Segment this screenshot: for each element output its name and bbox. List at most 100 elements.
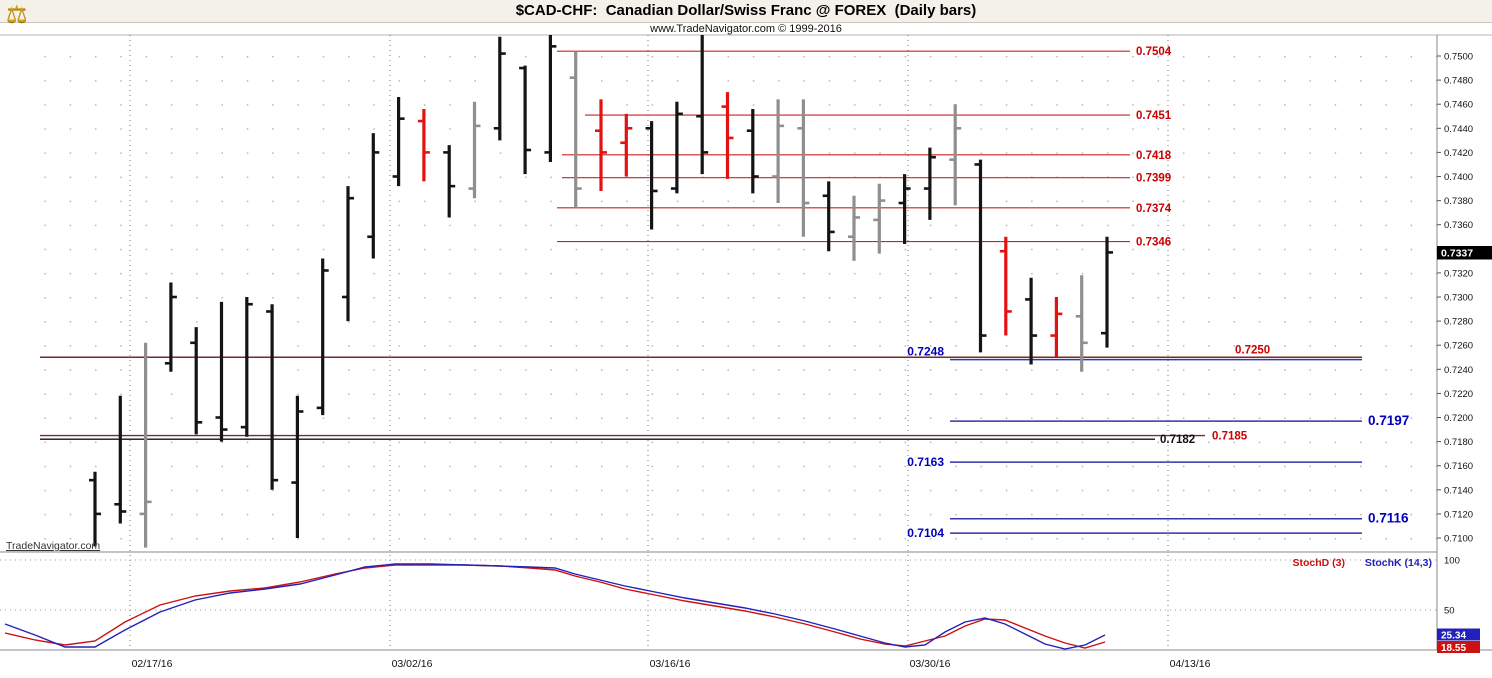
date-tick-label: 02/17/16 (132, 658, 173, 670)
date-tick-label: 03/02/16 (392, 658, 433, 670)
price-tick-label: 0.7200 (1444, 413, 1473, 424)
level-label: 0.7250 (1235, 344, 1270, 356)
level-label: 0.7504 (1136, 46, 1172, 58)
ohlc-bar (974, 159, 987, 353)
stochk-value: 25.34 (1441, 631, 1466, 642)
price-tick-label: 0.7120 (1444, 509, 1473, 520)
ohlc-bar (392, 96, 405, 187)
stochk-value-badge (1437, 628, 1480, 641)
price-tick-label: 0.7100 (1444, 534, 1473, 545)
price-tick-label: 0.7460 (1444, 100, 1473, 111)
dot-grid (40, 35, 1437, 552)
ohlc-bar (721, 92, 734, 179)
ohlc-bar (468, 101, 481, 199)
price-axis: 0.7500 0.7480 0.7460 0.7440 0.7420 0.7400 0.73… (1437, 52, 1473, 545)
last-price-value: 0.7337 (1441, 248, 1473, 260)
stochd-line (4, 564, 1106, 649)
ohlc-bar (569, 51, 582, 208)
price-tick-label: 0.7220 (1444, 389, 1473, 400)
level-label: 0.7116 (1368, 511, 1409, 526)
date-tick-label: 03/30/16 (910, 658, 951, 670)
ohlc-bar (114, 395, 127, 524)
price-tick-label: 0.7500 (1444, 52, 1473, 63)
ohlc-bar (595, 99, 607, 191)
date-axis: 02/17/16 03/02/16 03/16/16 03/30/16 04/13/16 (132, 658, 1211, 670)
ohlc-bar (822, 181, 835, 252)
ohlc-bar (999, 236, 1012, 336)
level-label: 0.7185 (1212, 431, 1248, 443)
stochastic-panel: 100 50 (0, 556, 1460, 650)
ohlc-bar (1050, 297, 1063, 358)
price-tick-label: 0.7140 (1444, 485, 1473, 496)
ohlc-bar (746, 109, 759, 194)
price-tick-label: 0.7300 (1444, 293, 1473, 304)
date-tick-label: 04/13/16 (1170, 658, 1211, 670)
ohlc-bar (316, 258, 329, 416)
level-label: 0.7374 (1136, 203, 1172, 215)
price-tick-label: 0.7420 (1444, 148, 1473, 159)
ohlc-bar (291, 395, 304, 538)
ohlc-bar (266, 304, 279, 490)
ohlc-bar (417, 109, 430, 182)
ohlc-bar (949, 104, 962, 206)
ohlc-bar (696, 35, 709, 175)
ohlc-bar (1075, 275, 1088, 372)
date-tick-label: 03/16/16 (650, 658, 691, 670)
price-tick-label: 0.7320 (1444, 268, 1473, 279)
last-price-badge (1437, 246, 1492, 260)
level-label: 0.7182 (1160, 434, 1195, 446)
copyright-subtitle: www.TradeNavigator.com © 1999-2016 (650, 23, 842, 35)
ohlc-bar (215, 301, 228, 442)
stochd-legend-label: StochD (3) (1293, 557, 1346, 569)
stochk-line (4, 563, 1106, 650)
level-label: 0.7163 (907, 455, 944, 469)
ohlc-bar (898, 174, 911, 244)
ohlc-bar (544, 35, 557, 163)
price-tick-label: 0.7480 (1444, 76, 1473, 87)
level-label: 0.7399 (1136, 173, 1171, 185)
price-tick-label: 0.7180 (1444, 437, 1473, 448)
price-tick-label: 0.7360 (1444, 220, 1473, 231)
price-tick-label: 0.7440 (1444, 124, 1473, 135)
ohlc-bars (89, 35, 1113, 548)
ohlc-bar (190, 327, 203, 435)
stochk-legend-label: StochK (14,3) (1365, 557, 1432, 569)
ohlc-bar (645, 121, 658, 230)
ohlc-bar (797, 99, 810, 237)
level-label: 0.7197 (1368, 413, 1409, 428)
level-label: 0.7248 (907, 345, 944, 359)
ohlc-bar (89, 471, 101, 547)
price-tick-label: 0.7400 (1444, 172, 1473, 183)
title-bar: $CAD-CHF: Canadian Dollar/Swiss Franc @ … (0, 0, 1492, 23)
level-label: 0.7451 (1136, 110, 1172, 122)
ohlc-bar (923, 147, 936, 220)
price-tick-label: 0.7380 (1444, 196, 1473, 207)
ohlc-bar (443, 145, 456, 218)
ohlc-bar (164, 282, 177, 372)
ohlc-bar (1101, 236, 1113, 348)
ohlc-bar (670, 101, 683, 194)
ohlc-bar (493, 36, 506, 141)
level-label: 0.7418 (1136, 150, 1172, 162)
level-label: 0.7346 (1136, 237, 1171, 249)
page-title: $CAD-CHF: Canadian Dollar/Swiss Franc @ … (515, 2, 977, 19)
ohlc-bar (848, 195, 860, 261)
ohlc-bar (139, 342, 152, 548)
scales-logo-icon: ⚖ (6, 1, 28, 28)
ohlc-bar (772, 99, 785, 204)
ohlc-bar (1025, 277, 1038, 365)
stochd-value-badge (1437, 641, 1480, 653)
level-label: 0.7104 (907, 526, 944, 540)
price-tick-label: 0.7240 (1444, 365, 1473, 376)
stochd-value: 18.55 (1441, 643, 1466, 654)
price-tick-label: 0.7160 (1444, 461, 1473, 472)
price-tick-label: 0.7280 (1444, 317, 1473, 328)
stoch-tick-label: 50 (1444, 606, 1455, 617)
watermark: TradeNavigator.com (6, 540, 100, 552)
ohlc-bar (620, 113, 633, 177)
ohlc-bar (367, 133, 380, 259)
ohlc-bar (342, 186, 354, 322)
ohlc-bar (519, 65, 532, 175)
